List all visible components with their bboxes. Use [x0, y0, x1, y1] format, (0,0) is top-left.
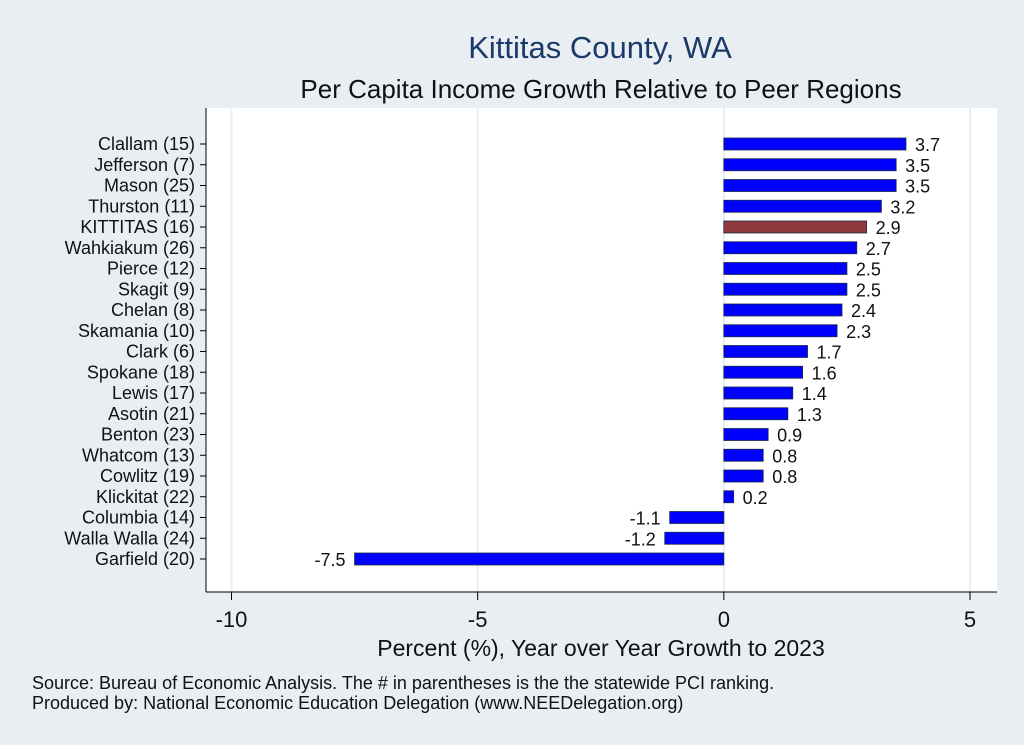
bar [723, 303, 843, 317]
value-label: 0.2 [743, 488, 768, 508]
category-label: Clallam (15) [98, 134, 195, 154]
bar [723, 386, 794, 400]
x-tick-label: 0 [718, 607, 730, 632]
value-label: -1.2 [625, 529, 656, 549]
bar [723, 407, 789, 421]
value-label: 1.4 [802, 384, 827, 404]
value-label: 1.3 [797, 405, 822, 425]
value-label: 0.8 [772, 467, 797, 487]
x-tick-label: -10 [216, 607, 248, 632]
chart-title: Kittitas County, WA [468, 30, 732, 65]
category-label: Asotin (21) [108, 404, 195, 424]
value-label: 2.3 [846, 322, 871, 342]
bar [723, 469, 764, 483]
bar [669, 511, 725, 524]
category-label: Mason (25) [104, 176, 195, 196]
value-label: 3.2 [890, 197, 915, 217]
bar [723, 365, 804, 379]
value-label: -7.5 [315, 550, 346, 570]
value-label: 3.5 [905, 177, 930, 197]
bar [723, 199, 882, 213]
chart-subtitle: Per Capita Income Growth Relative to Pee… [300, 74, 901, 104]
bar-highlight [723, 220, 868, 234]
category-label: Chelan (8) [111, 300, 195, 320]
bar [723, 137, 907, 151]
bar [723, 179, 897, 192]
bar [723, 448, 764, 462]
value-label: 1.7 [817, 343, 842, 363]
x-axis-title: Percent (%), Year over Year Growth to 20… [377, 635, 825, 661]
bar [723, 490, 735, 504]
value-label: 2.5 [856, 280, 881, 300]
bar [723, 282, 848, 296]
bar [723, 345, 808, 358]
x-tick-label: 5 [964, 607, 976, 632]
source-note: Source: Bureau of Economic Analysis. The… [32, 673, 774, 693]
category-label: Cowlitz (19) [100, 466, 195, 486]
producer-note: Produced by: National Economic Education… [32, 693, 683, 713]
category-label: KITTITAS (16) [80, 217, 195, 237]
value-label: 2.7 [866, 239, 891, 259]
category-label: Thurston (11) [88, 196, 195, 216]
value-label: -1.1 [630, 509, 661, 529]
category-label: Walla Walla (24) [64, 528, 195, 548]
category-label: Pierce (12) [107, 259, 195, 279]
category-label: Skagit (9) [118, 279, 195, 299]
value-label: 2.9 [876, 218, 901, 238]
bar [723, 428, 769, 441]
category-label: Jefferson (7) [94, 155, 195, 175]
bar [723, 241, 858, 255]
bar [723, 324, 838, 338]
value-label: 1.6 [812, 363, 837, 383]
value-label: 2.5 [856, 260, 881, 280]
category-label: Clark (6) [126, 342, 195, 362]
bar [664, 531, 725, 545]
category-label: Benton (23) [101, 425, 195, 445]
value-label: 3.7 [915, 135, 940, 155]
value-label: 2.4 [851, 301, 876, 321]
axes: -10 -5 0 5 [200, 108, 997, 632]
bars: Clallam (15) 3.7 Jefferson (7) 3.5 Mason (25… [64, 134, 940, 570]
category-label: Lewis (17) [112, 383, 195, 403]
category-label: Garfield (20) [95, 549, 195, 569]
value-label: 0.9 [777, 426, 802, 446]
bar [723, 262, 848, 275]
bar [723, 158, 897, 172]
category-label: Columbia (14) [82, 508, 195, 528]
category-label: Wahkiakum (26) [65, 238, 195, 258]
bar [354, 552, 725, 566]
category-label: Klickitat (22) [96, 487, 195, 507]
value-label: 0.8 [772, 446, 797, 466]
category-label: Skamania (10) [78, 321, 195, 341]
category-label: Whatcom (13) [82, 445, 195, 465]
x-tick-label: -5 [468, 607, 488, 632]
category-label: Spokane (18) [87, 362, 195, 382]
value-label: 3.5 [905, 156, 930, 176]
